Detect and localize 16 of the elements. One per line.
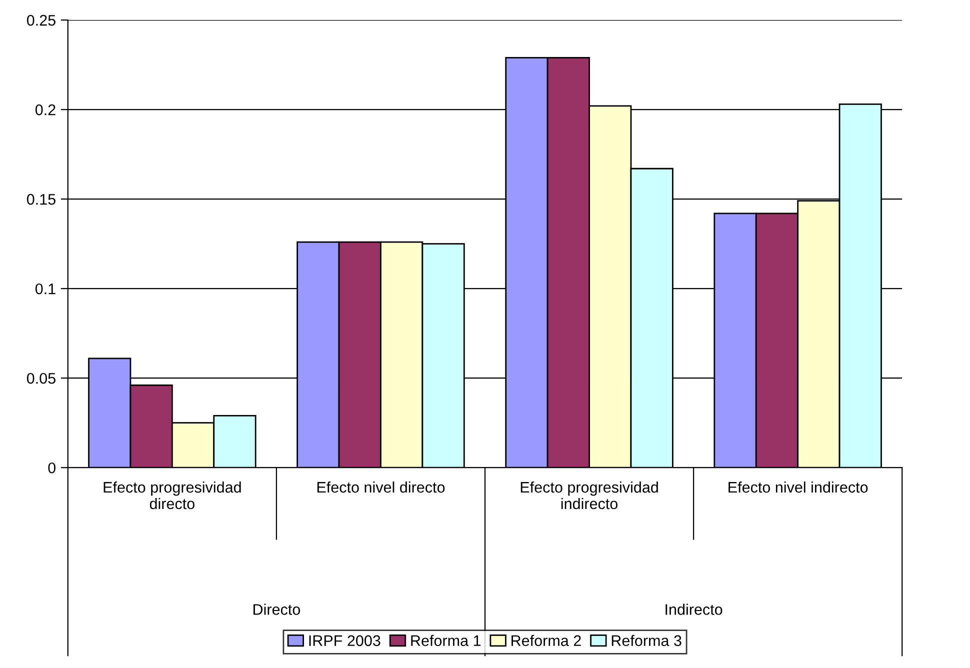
y-tick-label: 0.25	[26, 14, 56, 26]
text: Indirecto	[666, 604, 722, 615]
y-tick-label: 0.05	[26, 372, 56, 384]
y-tick-label: 0.15	[26, 194, 56, 205]
y-tick-label: 0.1	[35, 283, 56, 294]
legend-label: IRPF 2003	[309, 635, 380, 646]
legend-label: Reforma 1	[411, 634, 481, 646]
legend-label: Reforma 3	[612, 634, 682, 646]
text: Directo	[254, 604, 300, 615]
x-tick-label: Efecto progresividad indirecto	[520, 481, 658, 510]
y-tick-label: 0.2	[35, 104, 56, 116]
x-tick-label: Efecto nivel directo	[317, 481, 445, 493]
x-tick-label: Efecto nivel indirecto	[728, 481, 868, 493]
y-tick-label: 0	[48, 462, 56, 474]
x-tick-label: Efecto progresividad directo	[104, 481, 241, 510]
legend-label: Reforma 2	[512, 634, 581, 646]
